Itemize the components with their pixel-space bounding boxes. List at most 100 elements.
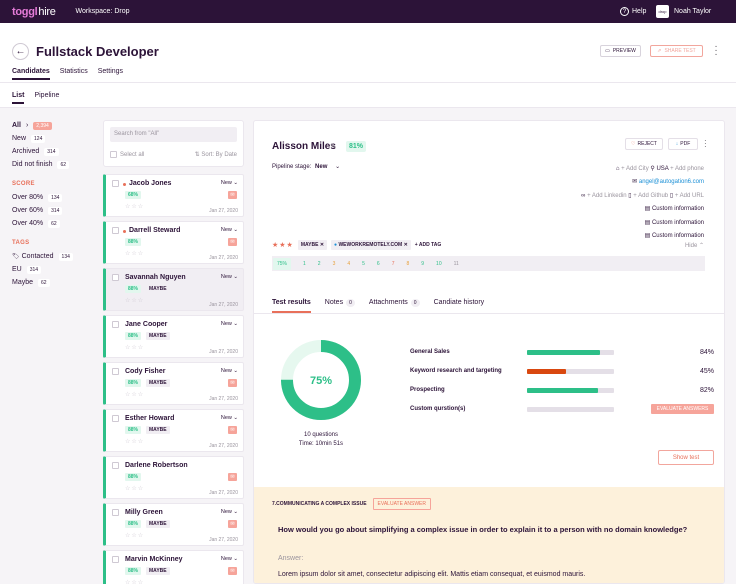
share-test-button[interactable]: ⇗ SHARE TEST: [650, 45, 703, 57]
status-dropdown[interactable]: New ⌄: [220, 321, 238, 327]
tab-statistics[interactable]: Statistics: [59, 68, 88, 75]
candidate-card[interactable]: Milly Green New ⌄ 88% MAYBE ✉ ☆☆☆ Jan 27, 20…: [103, 503, 244, 546]
card-checkbox[interactable]: [112, 368, 119, 375]
tab-list[interactable]: List: [12, 92, 25, 104]
candidate-card[interactable]: Savannah Nguyen New ⌄ 88% MAYBE ☆☆☆ Jan 27,…: [103, 268, 244, 311]
filter-over-80[interactable]: Over 80% 134: [12, 191, 97, 204]
add-linkedin-link[interactable]: + Add Linkedin: [587, 192, 627, 199]
tab-candidate-history[interactable]: Candiate history: [433, 299, 485, 306]
back-button[interactable]: ←: [12, 43, 29, 60]
filter-eu[interactable]: EU 314: [12, 263, 97, 276]
edit-icon[interactable]: ✎: [330, 142, 337, 151]
hide-toggle[interactable]: Hide ⌃: [685, 242, 704, 249]
card-checkbox[interactable]: [112, 180, 119, 187]
rating-stars[interactable]: ☆☆☆: [125, 204, 145, 210]
add-city-link[interactable]: + Add City: [621, 166, 649, 172]
rating-stars[interactable]: ☆☆☆: [125, 251, 145, 257]
question-number[interactable]: 6: [376, 260, 380, 267]
question-number[interactable]: 10: [436, 260, 442, 267]
tab-test-results[interactable]: Test results: [272, 299, 311, 313]
mail-icon[interactable]: ✉: [228, 567, 237, 575]
status-dropdown[interactable]: New ⌄: [220, 274, 238, 280]
add-url-link[interactable]: + Add URL: [674, 192, 704, 199]
candidate-card[interactable]: Darlene Robertson 88% ✉ ☆☆☆ Jan 27, 2020: [103, 456, 244, 499]
add-phone-link[interactable]: + Add phone: [670, 166, 704, 172]
reject-button[interactable]: ♡ REJECT: [625, 138, 663, 150]
question-number[interactable]: 8: [406, 260, 410, 267]
more-menu-icon[interactable]: · · ·: [714, 41, 718, 60]
show-test-button[interactable]: Show test: [658, 450, 714, 465]
email-link[interactable]: angel@autogation6.com: [638, 179, 704, 186]
preview-button[interactable]: ▭ PREVIEW: [600, 45, 641, 57]
filter-over-60[interactable]: Over 60% 314: [12, 204, 97, 217]
user-menu[interactable]: drop Noah Taylor: [656, 5, 711, 18]
candidate-card[interactable]: Darrell Steward New ⌄ 88% ✉ ☆☆☆ Jan 27, 202…: [103, 221, 244, 264]
mail-icon[interactable]: ✉: [228, 473, 237, 481]
workspace-label[interactable]: Workspace: Drop: [75, 8, 130, 15]
tab-pipeline[interactable]: Pipeline: [34, 92, 60, 99]
rating-stars[interactable]: ☆☆☆: [125, 486, 145, 492]
rating-stars[interactable]: ☆☆☆: [125, 439, 145, 445]
rating-stars[interactable]: ☆☆☆: [125, 345, 145, 351]
rating-stars[interactable]: ★★★: [272, 242, 294, 249]
help-link[interactable]: ? Help: [620, 7, 646, 16]
evaluate-answer-button[interactable]: EVALUATE ANSWER: [372, 498, 431, 510]
tab-settings[interactable]: Settings: [97, 68, 124, 75]
add-github-link[interactable]: + Add Github: [633, 192, 669, 199]
question-number[interactable]: 5: [362, 260, 365, 267]
status-dropdown[interactable]: New ⌄: [220, 509, 238, 515]
mail-icon[interactable]: ✉: [228, 520, 237, 528]
mail-icon[interactable]: ✉: [228, 238, 237, 246]
select-all-checkbox[interactable]: [110, 151, 117, 158]
rating-stars[interactable]: ☆☆☆: [125, 392, 145, 398]
filter-archived[interactable]: Archived 314: [12, 145, 97, 158]
question-number[interactable]: 9: [421, 260, 425, 267]
card-checkbox[interactable]: [112, 321, 119, 328]
question-number[interactable]: 3: [332, 260, 336, 267]
select-all[interactable]: Select all: [110, 151, 144, 158]
search-input[interactable]: Search from "All": [110, 127, 237, 142]
tab-attachments[interactable]: Attachments 0: [369, 299, 420, 313]
more-icon[interactable]: · · ·: [704, 136, 707, 151]
close-icon[interactable]: ✕: [319, 242, 325, 248]
question-number[interactable]: 4: [347, 260, 351, 267]
candidate-card[interactable]: Marvin McKinney New ⌄ 88% MAYBE ✉ ☆☆☆: [103, 550, 244, 584]
filter-maybe[interactable]: Maybe 62: [12, 276, 97, 289]
filter-all[interactable]: All › 2,394: [12, 119, 97, 132]
mail-icon[interactable]: ✉: [228, 191, 237, 199]
filter-over-40[interactable]: Over 40% 62: [12, 217, 97, 230]
card-checkbox[interactable]: [112, 227, 119, 234]
status-dropdown[interactable]: New ⌄: [220, 368, 238, 374]
card-checkbox[interactable]: [112, 509, 119, 516]
candidate-card[interactable]: Cody Fisher New ⌄ 88% MAYBE ✉ ☆☆☆ Jan 27, 20…: [103, 362, 244, 405]
status-dropdown[interactable]: New ⌄: [220, 415, 238, 421]
filter-did-not-finish[interactable]: Did not finish 62: [12, 158, 97, 171]
status-dropdown[interactable]: New ⌄: [220, 180, 238, 186]
status-dropdown[interactable]: New ⌄: [220, 556, 238, 562]
filter-new[interactable]: New 124: [12, 132, 97, 145]
pdf-button[interactable]: ↓ PDF: [668, 138, 698, 150]
tab-candidates[interactable]: Candidates: [12, 68, 50, 80]
question-number[interactable]: 2: [317, 260, 321, 267]
sort-dropdown[interactable]: ⇅ Sort: By Date: [195, 151, 237, 158]
card-checkbox[interactable]: [112, 556, 119, 563]
candidate-card[interactable]: Jane Cooper New ⌄ 88% MAYBE ☆☆☆ Jan 27, 202…: [103, 315, 244, 358]
filter-contacted[interactable]: 🏷 Contacted 134: [12, 250, 97, 263]
candidate-card[interactable]: Esther Howard New ⌄ 88% MAYBE ✉ ☆☆☆ Jan 27, …: [103, 409, 244, 452]
status-dropdown[interactable]: New ⌄: [220, 227, 238, 233]
pipeline-stage[interactable]: Pipeline stage: New ⌄: [272, 163, 340, 170]
tab-notes[interactable]: Notes 0: [325, 299, 355, 313]
card-checkbox[interactable]: [112, 462, 119, 469]
close-icon[interactable]: ✕: [403, 242, 408, 248]
question-number[interactable]: 11: [453, 260, 459, 267]
add-tag-button[interactable]: + ADD TAG: [414, 242, 442, 248]
mail-icon[interactable]: ✉: [228, 426, 237, 434]
rating-stars[interactable]: ☆☆☆: [125, 298, 145, 304]
rating-stars[interactable]: ☆☆☆: [125, 580, 145, 584]
card-checkbox[interactable]: [112, 415, 119, 422]
question-number[interactable]: 1: [303, 260, 306, 267]
evaluate-answers-button[interactable]: EVALUATE ANSWERS: [651, 404, 714, 414]
question-number[interactable]: 7: [391, 260, 395, 267]
candidate-card[interactable]: Jacob Jones New ⌄ 68% ✉ ☆☆☆ Jan 27, 2020: [103, 174, 244, 217]
logo[interactable]: toggl hire: [12, 6, 56, 18]
